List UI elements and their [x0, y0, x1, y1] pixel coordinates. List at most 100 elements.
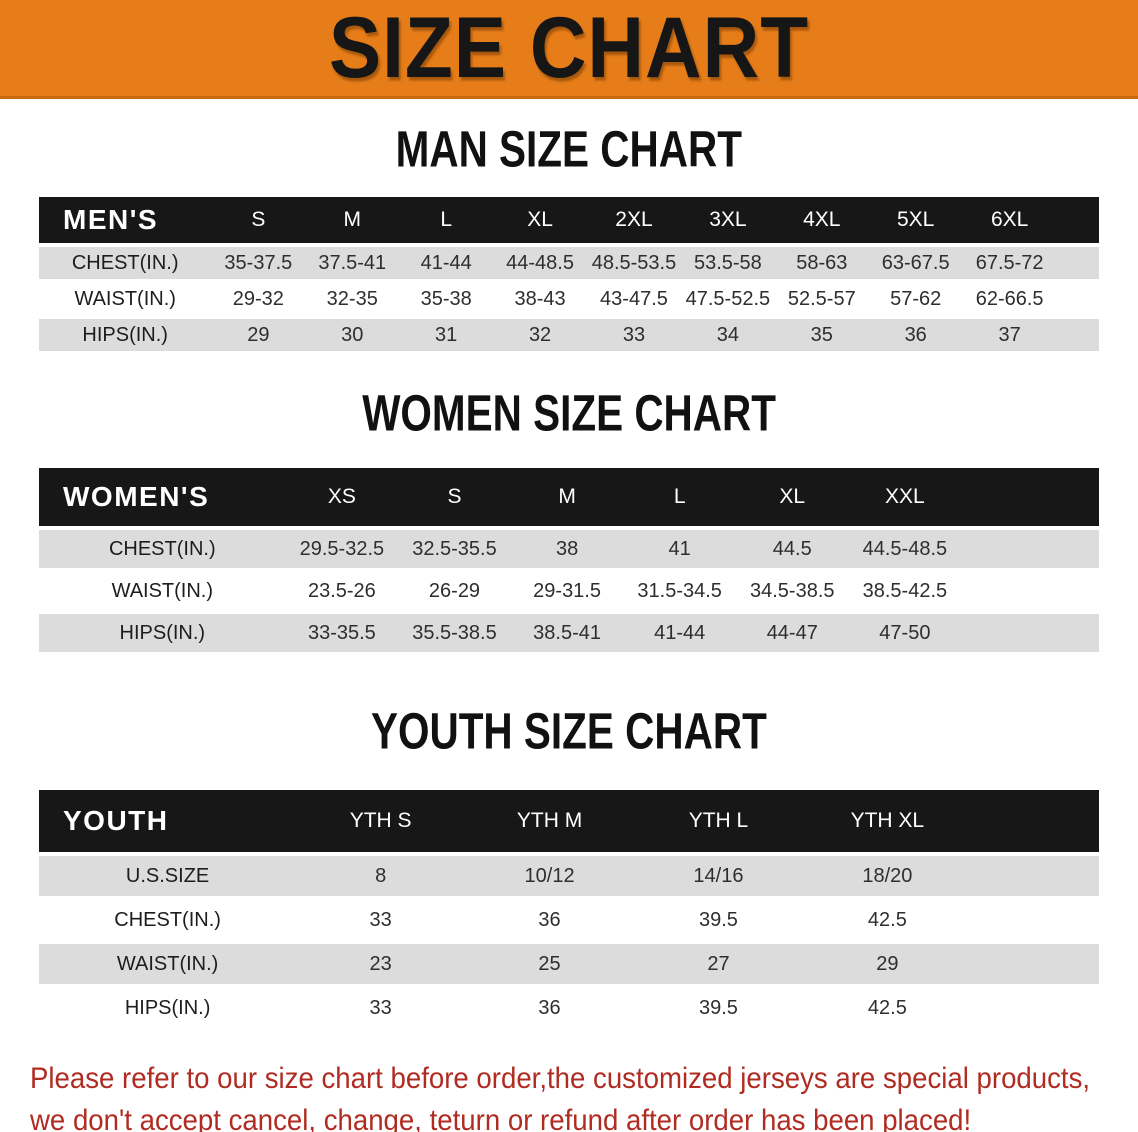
size-column-header: XXL [848, 468, 962, 526]
row-tail-spacer [1056, 283, 1099, 315]
size-value-cell: 33-35.5 [285, 614, 399, 652]
size-value-cell: 52.5-57 [774, 283, 869, 315]
size-value-cell: 23.5-26 [285, 572, 399, 610]
youth-size-table: YOUTH YTH S YTH M YTH L YTH XL U.S.SIZE 8 10/12… [39, 786, 1099, 1032]
size-value-cell: 39.5 [634, 900, 803, 940]
notice-line-2: we don't accept cancel, change, teturn o… [30, 1104, 972, 1132]
header-tail-spacer [971, 790, 1099, 852]
size-value-cell: 33 [296, 900, 466, 940]
size-value-cell: 14/16 [634, 856, 803, 896]
table-row: CHEST(IN.) 35-37.5 37.5-41 41-44 44-48.5 48.5… [39, 247, 1099, 279]
size-value-cell: 37.5-41 [305, 247, 400, 279]
size-column-header: L [399, 197, 494, 243]
footer-notice: Please refer to our size chart before or… [30, 1058, 1138, 1132]
row-tail-spacer [1056, 319, 1099, 351]
women-size-heading-text: WOMEN SIZE CHART [362, 384, 776, 442]
man-size-heading-text: MAN SIZE CHART [395, 120, 743, 178]
size-value-cell: 35-38 [399, 283, 494, 315]
size-column-header: YTH XL [802, 790, 972, 852]
header-tail-spacer [1056, 197, 1099, 243]
size-column-header: 6XL [962, 197, 1057, 243]
size-column-header: XL [493, 197, 588, 243]
row-tail-spacer [961, 572, 1099, 610]
table-header-label: MEN'S [39, 197, 212, 243]
measure-label: CHEST(IN.) [39, 247, 212, 279]
table-row: WAIST(IN.) 23.5-26 26-29 29-31.5 31.5-34.5 34… [39, 572, 1099, 610]
table-header-row: WOMEN'S XS S M L XL XXL [39, 468, 1099, 526]
row-tail-spacer [971, 900, 1099, 940]
row-tail-spacer [961, 530, 1099, 568]
size-column-header: M [305, 197, 400, 243]
measure-label: HIPS(IN.) [39, 988, 297, 1028]
size-value-cell: 8 [296, 856, 466, 896]
measure-label: HIPS(IN.) [39, 614, 286, 652]
size-column-header: XL [735, 468, 849, 526]
size-column-header: S [211, 197, 306, 243]
youth-size-heading: YOUTH SIZE CHART [0, 706, 1138, 757]
size-value-cell: 29.5-32.5 [285, 530, 399, 568]
table-row: CHEST(IN.) 29.5-32.5 32.5-35.5 38 41 44.5 44.5… [39, 530, 1099, 568]
size-value-cell: 38-43 [493, 283, 588, 315]
size-value-cell: 29-31.5 [510, 572, 624, 610]
row-tail-spacer [971, 988, 1099, 1028]
row-tail-spacer [971, 856, 1099, 896]
measure-label: CHEST(IN.) [39, 530, 286, 568]
header-tail-spacer [961, 468, 1099, 526]
size-column-header: S [398, 468, 511, 526]
size-column-header: 2XL [587, 197, 681, 243]
size-value-cell: 34 [680, 319, 775, 351]
table-row: WAIST(IN.) 23 25 27 29 [39, 944, 1099, 984]
measure-label: HIPS(IN.) [39, 319, 212, 351]
size-value-cell: 44.5-48.5 [848, 530, 962, 568]
size-value-cell: 10/12 [465, 856, 634, 896]
table-row: HIPS(IN.) 33 36 39.5 42.5 [39, 988, 1099, 1028]
mens-size-table: MEN'S S M L XL 2XL 3XL 4XL 5XL 6XL CHEST(IN.) 35-37… [39, 193, 1099, 355]
man-size-section: MAN SIZE CHART MEN'S S M L XL 2XL 3XL 4XL 5XL 6XL… [0, 120, 1138, 355]
size-column-header: 4XL [774, 197, 869, 243]
size-value-cell: 29 [211, 319, 306, 351]
size-value-cell: 27 [634, 944, 803, 984]
size-value-cell: 67.5-72 [962, 247, 1057, 279]
size-value-cell: 39.5 [634, 988, 803, 1028]
measure-label: CHEST(IN.) [39, 900, 297, 940]
size-column-header: YTH S [296, 790, 466, 852]
size-value-cell: 48.5-53.5 [587, 247, 681, 279]
size-value-cell: 38.5-42.5 [848, 572, 962, 610]
size-value-cell: 38.5-41 [510, 614, 624, 652]
size-column-header: YTH M [465, 790, 634, 852]
content: MAN SIZE CHART MEN'S S M L XL 2XL 3XL 4XL 5XL 6XL… [0, 120, 1138, 1032]
size-value-cell: 31 [399, 319, 494, 351]
size-value-cell: 18/20 [802, 856, 972, 896]
women-size-heading: WOMEN SIZE CHART [0, 384, 1138, 442]
size-value-cell: 63-67.5 [868, 247, 963, 279]
size-column-header: M [510, 468, 624, 526]
size-value-cell: 36 [465, 988, 634, 1028]
size-value-cell: 41 [623, 530, 736, 568]
size-value-cell: 44.5 [735, 530, 849, 568]
man-size-heading: MAN SIZE CHART [0, 120, 1138, 178]
size-value-cell: 33 [587, 319, 681, 351]
size-value-cell: 30 [305, 319, 400, 351]
size-value-cell: 42.5 [802, 988, 972, 1028]
size-value-cell: 29 [802, 944, 972, 984]
size-value-cell: 34.5-38.5 [735, 572, 849, 610]
women-size-section: WOMEN SIZE CHART WOMEN'S XS S M L XL XXL CHEST(… [0, 384, 1138, 656]
size-value-cell: 44-47 [735, 614, 849, 652]
measure-label: WAIST(IN.) [39, 283, 212, 315]
size-column-header: XS [285, 468, 399, 526]
size-value-cell: 47.5-52.5 [680, 283, 775, 315]
size-value-cell: 31.5-34.5 [623, 572, 736, 610]
size-value-cell: 33 [296, 988, 466, 1028]
notice-line-1: Please refer to our size chart before or… [30, 1062, 1091, 1095]
size-column-header: YTH L [634, 790, 803, 852]
size-value-cell: 23 [296, 944, 466, 984]
size-value-cell: 36 [868, 319, 963, 351]
table-row: HIPS(IN.) 33-35.5 35.5-38.5 38.5-41 41-44 44-… [39, 614, 1099, 652]
size-value-cell: 35 [774, 319, 869, 351]
size-value-cell: 25 [465, 944, 634, 984]
size-value-cell: 35.5-38.5 [398, 614, 511, 652]
size-value-cell: 29-32 [211, 283, 306, 315]
banner: SIZE CHART [0, 0, 1138, 99]
table-row: HIPS(IN.) 29 30 31 32 33 34 35 36 37 [39, 319, 1099, 351]
